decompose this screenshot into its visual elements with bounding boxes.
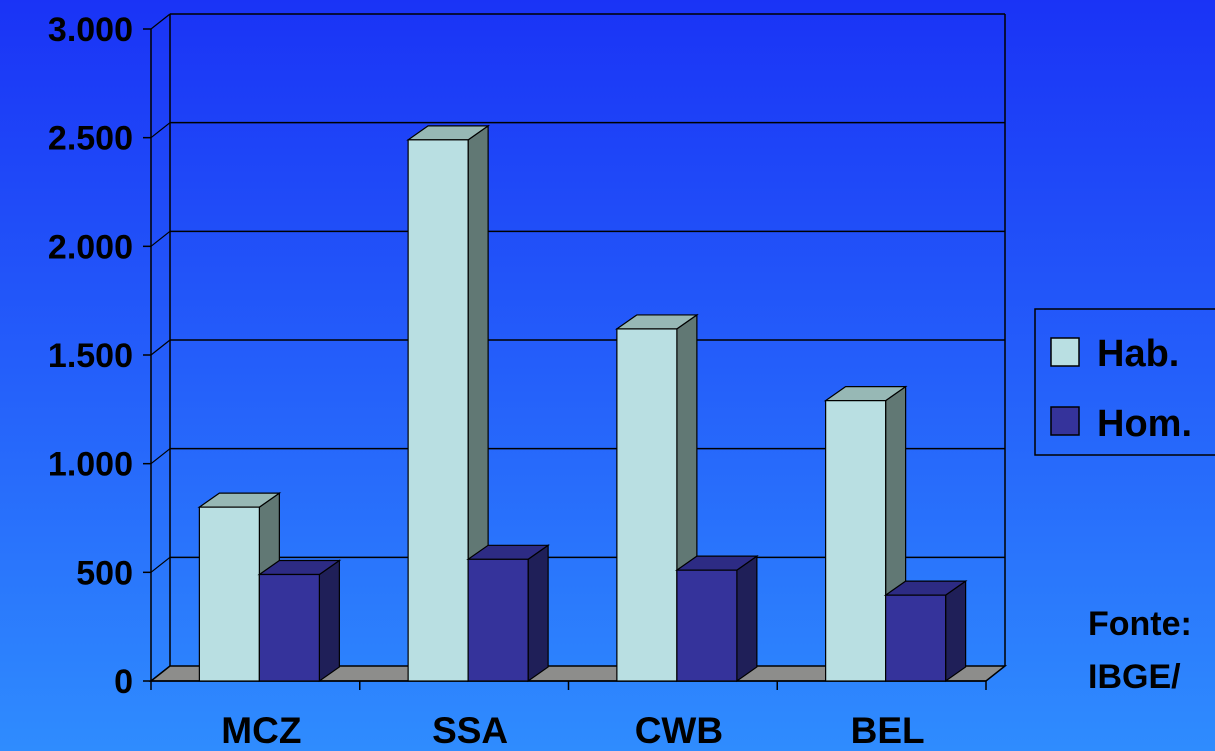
bar-mcz-hom-side bbox=[318, 559, 340, 683]
legend-swatch-hab bbox=[1050, 337, 1080, 367]
bar-mcz-hom bbox=[257, 559, 342, 683]
side-gridline-5 bbox=[150, 122, 171, 139]
x-tick-label-bel: BEL bbox=[851, 710, 925, 751]
bar-ssa-hab bbox=[406, 124, 491, 683]
bar-cwb-hom-front bbox=[676, 569, 738, 682]
bar-ssa-hom-side bbox=[527, 544, 549, 683]
bar-bel-hab-front bbox=[825, 400, 887, 682]
bar-ssa-hom-front bbox=[467, 558, 529, 682]
side-gridline-6 bbox=[150, 13, 171, 30]
y-tick-label-1: 500 bbox=[76, 554, 133, 592]
legend-swatch-hom bbox=[1050, 406, 1080, 436]
x-axis-tick-labels: MCZ SSA CWB BEL bbox=[221, 710, 924, 751]
bar-ssa-hab-front bbox=[407, 139, 469, 682]
bar-bel-hom-front bbox=[885, 594, 947, 682]
bar-cwb-hab-front bbox=[616, 328, 678, 682]
source-line-1: Fonte: bbox=[1088, 605, 1192, 643]
y-tick-label-0: 0 bbox=[114, 663, 133, 701]
side-gridline-4 bbox=[150, 230, 171, 247]
y-tick-label-5: 2.500 bbox=[48, 120, 133, 158]
bar-ssa-hom bbox=[466, 544, 551, 683]
bars bbox=[197, 124, 968, 683]
legend-label-hab: Hab. bbox=[1097, 333, 1179, 375]
bar-cwb-hom-side bbox=[736, 555, 758, 683]
bar-bel-hom bbox=[883, 580, 968, 683]
bar-mcz-hab-front bbox=[198, 506, 260, 682]
legend-label-hom: Hom. bbox=[1097, 403, 1192, 445]
y-tick-label-2: 1.000 bbox=[48, 446, 133, 484]
bar-bel-hom-side bbox=[945, 580, 967, 683]
y-tick-label-6: 3.000 bbox=[48, 11, 133, 49]
legend: Hab. Hom. bbox=[1034, 308, 1215, 456]
source-note: Fonte: IBGE/ bbox=[1088, 605, 1192, 696]
bar-mcz-hom-front bbox=[258, 573, 320, 682]
y-axis-tick-labels: 0 500 1.000 1.500 2.000 2.500 3.000 bbox=[48, 11, 133, 701]
bar-cwb-hom bbox=[674, 555, 759, 683]
side-gridline-1 bbox=[150, 556, 171, 573]
source-line-2: IBGE/ bbox=[1088, 658, 1181, 696]
side-gridline-2 bbox=[150, 448, 171, 465]
x-tick-label-mcz: MCZ bbox=[221, 710, 301, 751]
x-tick-label-cwb: CWB bbox=[635, 710, 723, 751]
bar-mcz-hab bbox=[197, 491, 282, 683]
y-tick-label-4: 2.000 bbox=[48, 228, 133, 266]
gridlines bbox=[150, 13, 1006, 682]
legend-box bbox=[1034, 308, 1215, 456]
y-tick-label-3: 1.500 bbox=[48, 337, 133, 375]
side-gridline-3 bbox=[150, 339, 171, 356]
x-tick-label-ssa: SSA bbox=[432, 710, 508, 751]
